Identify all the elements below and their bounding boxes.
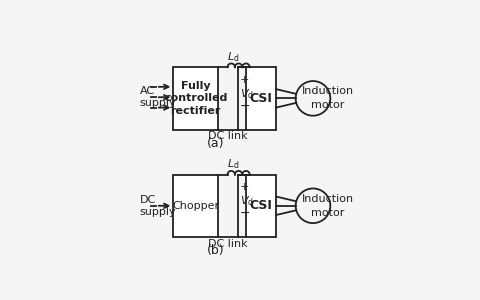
Bar	[173, 67, 218, 130]
Text: +: +	[240, 182, 249, 192]
Text: rectifier: rectifier	[170, 106, 221, 116]
Text: controlled: controlled	[164, 93, 228, 103]
Text: CSI: CSI	[250, 199, 273, 212]
Text: Chopper: Chopper	[172, 201, 219, 211]
Text: AC: AC	[140, 86, 155, 96]
Text: Fully: Fully	[181, 81, 211, 91]
Bar	[246, 175, 276, 237]
Text: +: +	[240, 75, 249, 85]
Bar	[246, 67, 276, 130]
Text: −: −	[240, 207, 250, 220]
Text: (a): (a)	[207, 137, 225, 150]
Text: (b): (b)	[207, 244, 225, 257]
Text: −: −	[240, 100, 250, 113]
Text: $V_\mathrm{d}$: $V_\mathrm{d}$	[240, 194, 253, 208]
Text: supply: supply	[140, 98, 176, 108]
Text: DC link: DC link	[208, 131, 247, 142]
Text: supply: supply	[140, 207, 176, 217]
Bar	[173, 175, 218, 237]
Text: Induction: Induction	[302, 194, 354, 204]
Text: Induction: Induction	[302, 86, 354, 96]
Text: motor: motor	[312, 100, 345, 110]
Text: $L_\mathrm{d}$: $L_\mathrm{d}$	[227, 157, 240, 171]
Text: CSI: CSI	[250, 92, 273, 105]
Text: DC: DC	[140, 195, 156, 205]
Text: $L_\mathrm{d}$: $L_\mathrm{d}$	[227, 50, 240, 64]
Text: motor: motor	[312, 208, 345, 218]
Text: DC link: DC link	[208, 239, 247, 249]
Text: $V_\mathrm{d}$: $V_\mathrm{d}$	[240, 87, 253, 101]
